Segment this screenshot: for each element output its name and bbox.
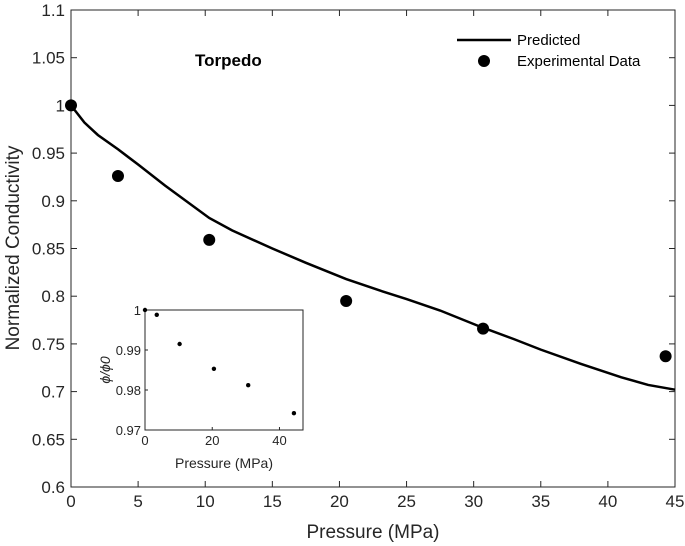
torpedo-annotation: Torpedo <box>195 51 262 70</box>
x-tick-label: 10 <box>196 492 215 511</box>
y-tick-label: 0.85 <box>32 240 65 259</box>
inset-y-axis-label: ϕ/ϕ0 <box>97 356 113 383</box>
inset-y-tick-label: 0.98 <box>116 383 141 398</box>
inset-x-tick-label: 0 <box>141 433 148 448</box>
inset-plot-area <box>144 309 304 431</box>
legend: Predicted Experimental Data <box>457 32 641 70</box>
inset-x-axis-label: Pressure (MPa) <box>175 455 273 471</box>
inset-y-tick-label: 0.99 <box>116 343 141 358</box>
experimental-point <box>477 322 490 335</box>
x-tick-label: 15 <box>263 492 282 511</box>
y-tick-label: 0.7 <box>41 383 65 402</box>
y-tick-label: 0.6 <box>41 478 65 497</box>
x-tick-label: 30 <box>464 492 483 511</box>
inset-y-tick-label: 0.97 <box>116 423 141 438</box>
x-axis-label: Pressure (MPa) <box>306 522 439 543</box>
inset-y-tick-label: 1 <box>134 303 141 318</box>
predicted-line <box>70 104 676 391</box>
experimental-point <box>203 233 216 246</box>
inset-x-tick-label: 20 <box>205 433 219 448</box>
x-tick-label: 35 <box>531 492 550 511</box>
legend-experimental-label: Experimental Data <box>517 53 641 70</box>
main-tick-labels: 0 5 10 15 20 25 30 35 40 450.60.650.70.750.80.850… <box>32 1 685 511</box>
x-tick-label: 5 <box>133 492 142 511</box>
inset-point <box>177 341 182 347</box>
legend-predicted-label: Predicted <box>517 32 580 49</box>
inset-point <box>154 312 159 317</box>
y-tick-label: 0.75 <box>32 335 65 354</box>
inset-tick-labels: 0 20 40 0.97 0.98 0.99 1 <box>116 303 287 448</box>
inset-point <box>246 383 251 388</box>
experimental-point <box>111 169 124 182</box>
y-tick-label: 0.8 <box>41 287 65 306</box>
y-tick-label: 1.1 <box>41 1 65 20</box>
y-axis-label: Normalized Conductivity <box>3 145 24 350</box>
x-tick-label: 20 <box>330 492 349 511</box>
inset-points <box>142 307 297 416</box>
inset-x-tick-label: 40 <box>272 433 286 448</box>
y-tick-label: 0.95 <box>32 144 65 163</box>
y-tick-label: 1 <box>56 96 65 115</box>
y-tick-label: 0.9 <box>41 192 65 211</box>
main-ticks <box>70 9 676 488</box>
x-tick-label: 45 <box>666 492 685 511</box>
inset-point <box>142 307 148 313</box>
inset-point <box>211 366 217 371</box>
legend-experimental-swatch <box>478 55 490 67</box>
x-tick-label: 40 <box>598 492 617 511</box>
y-tick-label: 1.05 <box>32 49 65 68</box>
x-tick-label: 0 <box>66 492 75 511</box>
x-tick-label: 25 <box>397 492 416 511</box>
experimental-point <box>340 294 353 307</box>
experimental-point <box>65 99 77 112</box>
experimental-point <box>659 350 672 363</box>
experimental-points <box>65 99 672 363</box>
inset-point <box>291 411 297 416</box>
y-tick-label: 0.65 <box>32 430 65 449</box>
